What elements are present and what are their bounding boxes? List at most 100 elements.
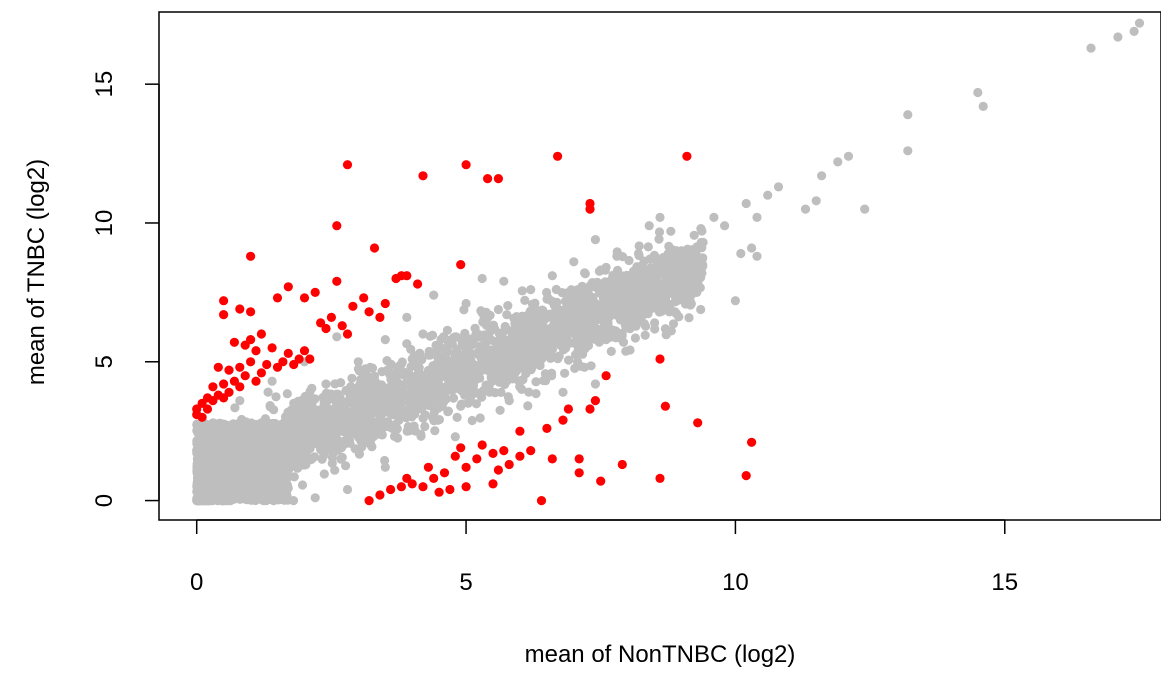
data-point [429,473,439,483]
data-point [258,431,268,441]
data-point [305,354,315,364]
data-point [477,273,487,284]
data-point [903,110,913,120]
data-point [310,493,320,503]
data-point [693,418,703,428]
data-point [303,414,313,424]
data-point [493,304,503,315]
data-point [201,439,211,449]
data-point [305,443,315,454]
data-point [601,335,611,345]
data-point [557,315,567,325]
data-point [499,276,509,286]
data-point [450,451,460,461]
data-point [456,401,466,411]
data-point [461,462,471,472]
data-point [590,379,601,389]
data-point [331,433,342,443]
data-point [620,298,630,308]
data-point [630,333,641,343]
data-point [434,487,444,497]
data-point [667,256,677,266]
data-point [573,285,583,295]
data-point [677,292,688,302]
data-point [504,459,514,470]
data-point [332,276,342,286]
series-0 [192,18,1145,506]
data-point [531,389,541,399]
x-tick-label: 10 [722,569,749,596]
data-point [458,360,468,370]
data-point [192,446,202,456]
data-point [590,396,601,406]
data-point [267,376,277,386]
data-point [368,421,378,431]
data-point [409,398,419,408]
data-point [628,266,639,276]
data-point [547,368,557,378]
data-point [503,301,513,311]
data-point [649,250,660,260]
data-point [274,420,284,430]
data-point [272,293,283,303]
data-point [689,230,699,240]
data-point [234,421,244,431]
data-point [452,412,462,422]
data-point [504,396,514,406]
data-point [240,340,250,350]
data-point [224,365,234,375]
data-point [450,432,460,442]
data-point [197,412,207,422]
data-point [445,484,455,495]
data-point [560,368,570,378]
data-point [389,431,400,441]
data-point [251,346,261,356]
data-point [581,304,591,314]
data-point [354,449,364,459]
data-point [479,362,489,372]
data-point [456,260,466,270]
data-point [244,491,254,501]
data-point [643,242,653,252]
data-point [496,387,506,397]
data-point [471,373,481,383]
data-point [655,307,665,317]
data-point [218,424,228,434]
data-point [208,382,218,392]
data-point [299,293,310,303]
data-point [213,479,223,489]
data-point [252,465,262,476]
data-point [585,281,595,291]
data-point [655,212,665,222]
data-point [197,462,207,472]
data-point [661,330,671,340]
data-point [396,359,406,369]
data-point [293,463,303,473]
data-point [245,420,255,430]
data-point [324,413,335,424]
data-point [319,469,329,479]
data-point [698,260,708,270]
data-point [235,396,245,406]
data-point [342,484,353,495]
data-point [388,407,398,417]
data-point [341,425,351,435]
data-point [368,432,378,442]
data-point [341,461,351,471]
data-point [348,301,358,311]
data-point [709,212,719,222]
data-point [219,393,229,403]
data-point [730,296,741,306]
data-point [219,379,229,389]
data-point [503,369,514,379]
data-point [211,456,221,466]
data-point [544,336,554,346]
data-point [860,204,870,214]
data-point [233,471,243,481]
data-point [513,360,523,370]
data-point [800,204,811,214]
data-point [378,408,388,418]
data-point [668,319,679,329]
data-point [219,296,229,306]
